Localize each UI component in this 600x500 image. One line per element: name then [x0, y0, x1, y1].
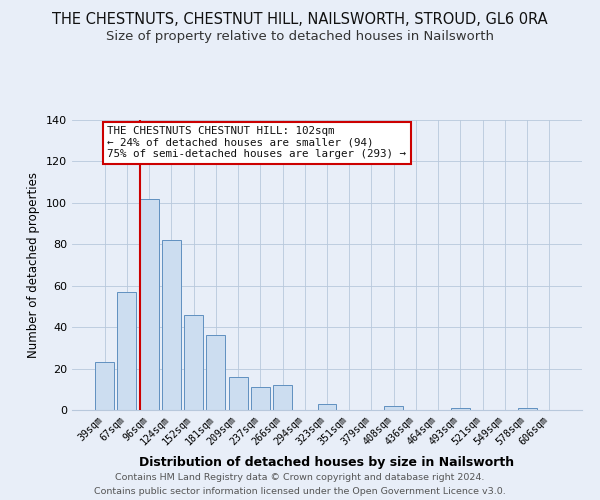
- Bar: [451, 408, 470, 410]
- Y-axis label: Number of detached properties: Number of detached properties: [28, 172, 40, 358]
- Bar: [518, 408, 536, 410]
- Bar: [162, 240, 181, 410]
- Text: THE CHESTNUTS, CHESTNUT HILL, NAILSWORTH, STROUD, GL6 0RA: THE CHESTNUTS, CHESTNUT HILL, NAILSWORTH…: [52, 12, 548, 28]
- Bar: [273, 385, 292, 410]
- Text: Contains HM Land Registry data © Crown copyright and database right 2024.: Contains HM Land Registry data © Crown c…: [115, 473, 485, 482]
- Text: Contains public sector information licensed under the Open Government Licence v3: Contains public sector information licen…: [94, 486, 506, 496]
- Bar: [229, 377, 248, 410]
- Bar: [206, 336, 225, 410]
- X-axis label: Distribution of detached houses by size in Nailsworth: Distribution of detached houses by size …: [139, 456, 515, 468]
- Bar: [184, 314, 203, 410]
- Text: THE CHESTNUTS CHESTNUT HILL: 102sqm
← 24% of detached houses are smaller (94)
75: THE CHESTNUTS CHESTNUT HILL: 102sqm ← 24…: [107, 126, 406, 160]
- Text: Size of property relative to detached houses in Nailsworth: Size of property relative to detached ho…: [106, 30, 494, 43]
- Bar: [95, 362, 114, 410]
- Bar: [118, 292, 136, 410]
- Bar: [317, 404, 337, 410]
- Bar: [384, 406, 403, 410]
- Bar: [140, 198, 158, 410]
- Bar: [251, 387, 270, 410]
